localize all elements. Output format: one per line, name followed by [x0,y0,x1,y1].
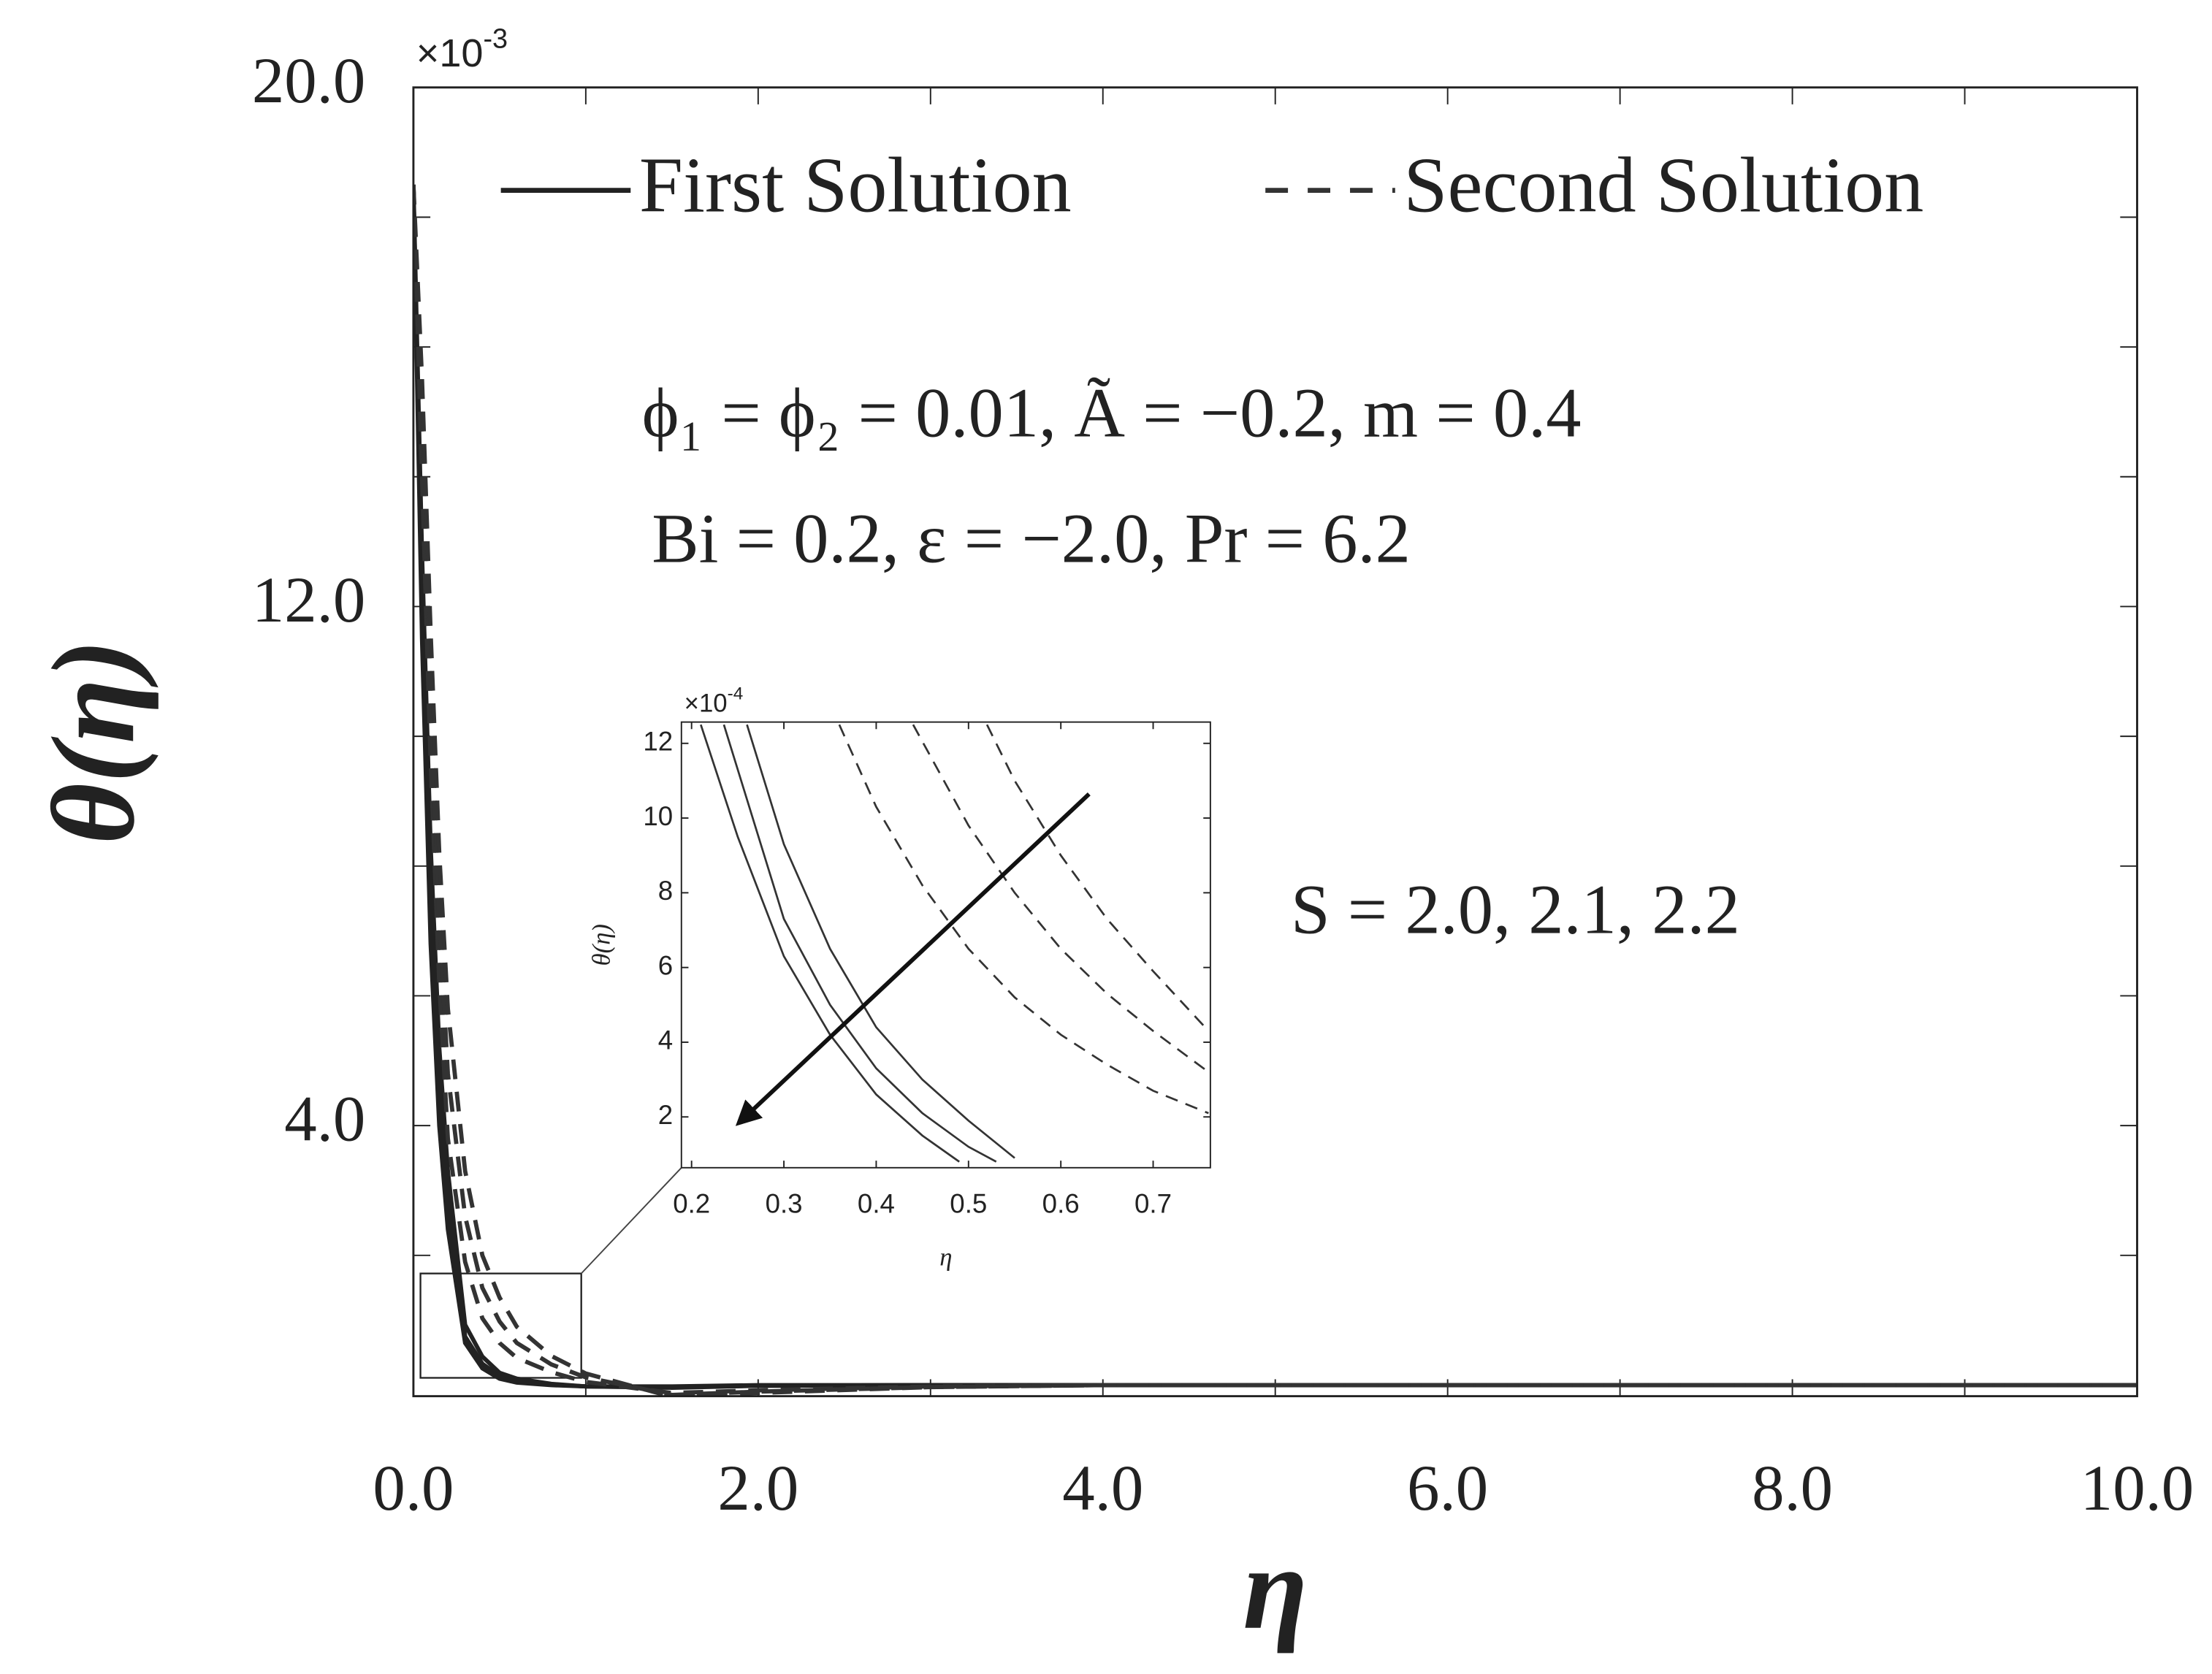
y-multiplier: ×10-4 [684,684,744,718]
y-tick-label: 12.0 [252,565,365,636]
y-tick-label: 4 [658,1025,673,1055]
x-tick-label: 0.5 [950,1189,987,1219]
x-tick-label: 6.0 [1407,1453,1488,1524]
annotation: S = 2.0, 2.1, 2.2 [1291,870,1740,948]
legend-label: First Solution [639,142,1072,229]
x-tick-label: 0.3 [766,1189,803,1219]
y-axis-label: θ(η) [587,924,616,966]
x-tick-label: 0.7 [1134,1189,1172,1219]
x-tick-label: 0.0 [373,1453,454,1524]
x-tick-label: 2.0 [717,1453,798,1524]
y-tick-label: 12 [643,726,673,756]
curve [746,724,1015,1159]
plot-frame [680,721,1211,1169]
y-tick-label: 10 [643,801,673,831]
x-tick-label: 0.4 [858,1189,895,1219]
x-tick-label: 0.2 [673,1189,710,1219]
zoom-connector [580,1167,682,1274]
x-tick-label: 4.0 [1062,1453,1143,1524]
y-tick-label: 20.0 [252,45,365,117]
y-tick-label: 4.0 [284,1084,365,1155]
x-axis-label: η [939,1242,952,1271]
curve [413,184,2137,1396]
curve [912,724,1210,1073]
curve [838,724,1209,1115]
multiplier-base: ×10 [684,690,728,718]
y-tick-label: 2 [658,1100,673,1130]
trend-arrow [735,792,1091,1126]
y-axis-label: θ(η) [28,639,159,844]
multiplier-exponent: -3 [483,24,508,55]
plot-frame [412,86,2138,1398]
y-tick-label: 6 [658,950,673,980]
x-tick-label: 10.0 [2081,1453,2194,1524]
multiplier-base: ×10 [416,32,484,76]
curve [413,184,2137,1396]
annotation: ϕ₁ = ϕ₂ = 0.01, Ã = −0.2, m = 0.4 [642,374,1582,452]
curves [413,184,2137,1396]
curve [722,724,997,1163]
curve [413,184,2137,1396]
multiplier-exponent: -4 [728,684,744,704]
x-tick-label: 0.6 [1042,1189,1080,1219]
y-multiplier: ×10-3 [416,24,508,76]
curve [985,724,1210,1032]
x-tick-label: 8.0 [1752,1453,1833,1524]
legend-label: Second Solution [1403,142,1923,229]
y-tick-label: 8 [658,876,673,906]
x-axis-label: η [1243,1523,1308,1654]
annotation: Bi = 0.2, ε = −2.0, Pr = 6.2 [652,499,1411,577]
